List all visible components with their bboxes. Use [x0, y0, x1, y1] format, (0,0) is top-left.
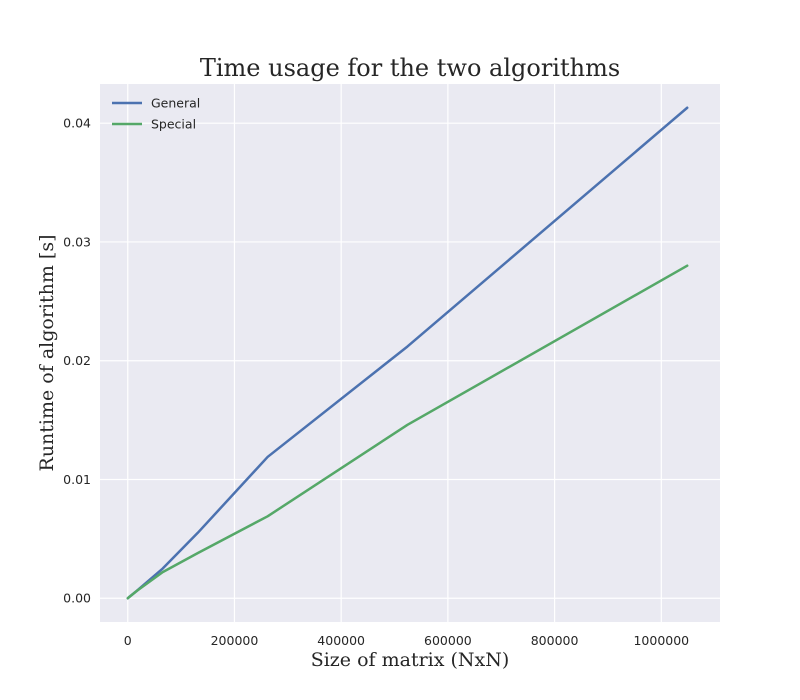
- x-tick-label: 0: [124, 633, 132, 648]
- x-tick-label: 600000: [424, 633, 472, 648]
- y-tick-label: 0.01: [63, 472, 91, 487]
- x-tick-label: 200000: [211, 633, 259, 648]
- y-tick-label: 0.00: [63, 591, 91, 606]
- y-axis-label: Runtime of algorithm [s]: [36, 235, 58, 472]
- x-tick-label: 400000: [317, 633, 365, 648]
- plot-area: [100, 84, 720, 622]
- series-line-special: [126, 264, 689, 600]
- grid-lines: [100, 84, 720, 622]
- x-axis-label: Size of matrix (NxN): [311, 649, 510, 671]
- legend-label-general: General: [151, 96, 200, 111]
- y-tick-label: 0.03: [63, 234, 91, 249]
- y-tick-label: 0.02: [63, 353, 91, 368]
- legend: General Special: [112, 96, 200, 132]
- chart-title: Time usage for the two algorithms: [200, 54, 620, 82]
- x-tick-label: 1000000: [633, 633, 689, 648]
- legend-label-special: Special: [151, 117, 196, 132]
- y-tick-label: 0.04: [63, 116, 91, 131]
- series-lines: [126, 106, 689, 600]
- x-axis-ticks: 0 200000 400000 600000 800000 1000000: [124, 633, 689, 648]
- x-tick-label: 800000: [531, 633, 579, 648]
- y-axis-ticks: 0.00 0.01 0.02 0.03 0.04: [63, 116, 91, 606]
